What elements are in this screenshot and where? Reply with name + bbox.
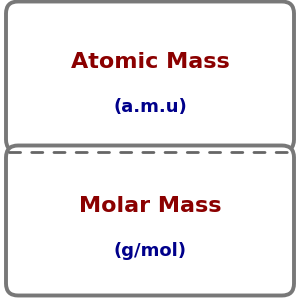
Text: (a.m.u): (a.m.u) (113, 98, 187, 116)
FancyBboxPatch shape (6, 146, 294, 296)
Text: Molar Mass: Molar Mass (79, 196, 221, 215)
Text: Atomic Mass: Atomic Mass (70, 52, 230, 71)
FancyBboxPatch shape (6, 2, 294, 152)
Text: (g/mol): (g/mol) (113, 242, 187, 260)
